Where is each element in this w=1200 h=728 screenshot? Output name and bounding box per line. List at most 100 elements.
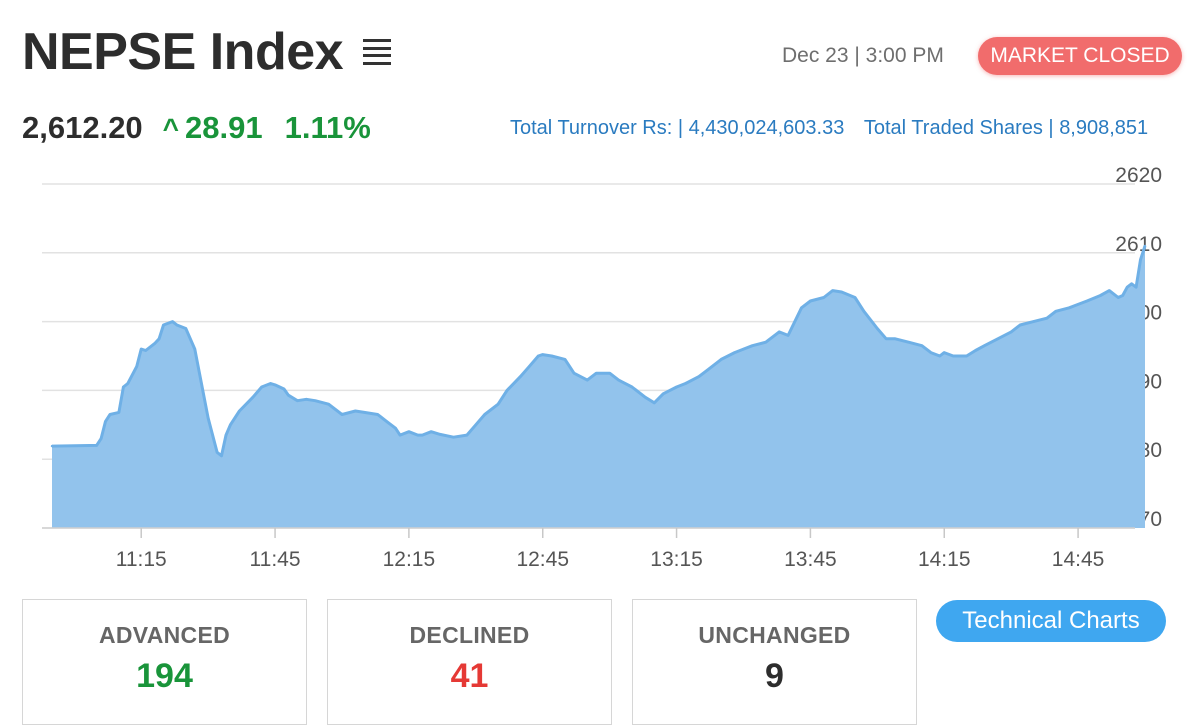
data-point-80: [822, 296, 825, 299]
change-up-icon: ^: [162, 113, 180, 144]
data-point-87: [894, 337, 897, 340]
data-point-72: [733, 351, 736, 354]
data-point-27: [273, 383, 277, 387]
data-point-51: [505, 389, 509, 392]
x-tick-label-14:45: 14:45: [1052, 548, 1105, 571]
x-tick-label-11:45: 11:45: [250, 548, 301, 571]
data-point-8: [135, 365, 138, 368]
data-point-30: [296, 399, 299, 402]
data-point-29: [287, 394, 290, 397]
data-point-33: [327, 403, 330, 406]
data-point-99: [1018, 323, 1022, 327]
stat-advanced-label: ADVANCED: [98, 622, 231, 648]
data-point-73: [742, 347, 745, 351]
x-tick-label-13:45: 13:45: [784, 548, 837, 571]
data-point-111: [1130, 282, 1133, 285]
x-tick-label-12:45: 12:45: [516, 548, 569, 571]
data-point-109: [1121, 294, 1124, 297]
data-point-28: [282, 387, 286, 391]
data-point-107: [1108, 289, 1111, 292]
data-point-20: [220, 454, 223, 457]
data-point-52: [519, 375, 522, 378]
data-point-24: [251, 396, 254, 399]
x-tick-label-14:15: 14:15: [918, 548, 971, 571]
market-totals: Total Turnover Rs: | 4,430,024,603.33 To…: [510, 117, 1148, 140]
data-point-16: [184, 327, 187, 330]
data-point-38: [385, 420, 388, 423]
data-point-65: [653, 401, 656, 404]
data-point-48: [474, 423, 477, 426]
data-point-61: [608, 372, 611, 375]
data-point-104: [1076, 303, 1080, 306]
data-point-69: [697, 375, 701, 378]
traded-shares-label: Total Traded Shares |: [863, 117, 1054, 139]
stat-unchanged-value: 9: [765, 657, 784, 695]
data-point-88: [907, 341, 910, 344]
data-point-17: [193, 347, 196, 351]
data-point-3: [104, 420, 107, 423]
data-point-45: [438, 433, 442, 436]
data-point-95: [974, 349, 977, 352]
stat-advanced: ADVANCED 194: [22, 599, 307, 725]
y-tick-label-2610: 2610: [1115, 233, 1162, 256]
data-point-41: [407, 430, 411, 433]
data-point-39: [394, 427, 397, 430]
data-point-67: [675, 385, 678, 389]
data-point-1: [95, 444, 98, 447]
data-point-9: [140, 347, 143, 351]
x-tick-label-12:15: 12:15: [383, 548, 436, 571]
data-point-76: [778, 330, 781, 334]
data-point-18: [206, 416, 210, 420]
index-area-chart: 26202610260025902580257011:1511:4512:151…: [42, 164, 1162, 571]
data-point-97: [996, 337, 999, 340]
data-point-11: [153, 342, 156, 345]
data-point-42: [416, 433, 419, 437]
data-point-22: [229, 423, 232, 426]
data-point-49: [483, 413, 486, 416]
data-point-7: [126, 382, 129, 385]
data-point-85: [876, 327, 879, 330]
turnover-label: Total Turnover Rs: |: [510, 117, 684, 139]
data-point-84: [862, 310, 866, 313]
data-point-15: [175, 323, 179, 327]
menu-icon[interactable]: [363, 39, 392, 65]
data-point-106: [1099, 294, 1102, 297]
data-point-57: [563, 358, 567, 361]
market-status-badge: MARKET CLOSED: [978, 37, 1182, 75]
data-point-12: [157, 337, 161, 340]
data-point-113: [1139, 258, 1142, 261]
y-tick-label-2620: 2620: [1115, 164, 1162, 187]
data-point-94: [965, 354, 968, 358]
data-point-32: [314, 399, 317, 402]
area-fill: [52, 245, 1145, 528]
data-point-78: [800, 306, 803, 309]
index-value: 2,612.20: [22, 110, 143, 145]
data-point-114: [1143, 244, 1147, 248]
stat-advanced-value: 194: [136, 657, 193, 695]
data-point-60: [595, 372, 598, 375]
price-summary: 2,612.20 ^ 28.91 1.11%: [22, 110, 371, 146]
technical-charts-button[interactable]: Technical Charts: [936, 600, 1166, 642]
x-tick-label-13:15: 13:15: [650, 548, 703, 571]
data-point-81: [831, 289, 834, 292]
turnover-value: 4,430,024,603.33: [688, 117, 845, 139]
stat-declined-label: DECLINED: [409, 622, 530, 648]
data-point-77: [786, 334, 790, 337]
change-value: 28.91: [185, 110, 263, 145]
stat-declined-value: 41: [450, 657, 489, 695]
data-point-25: [260, 385, 263, 389]
stat-unchanged: UNCHANGED 9: [632, 599, 917, 725]
data-point-43: [421, 433, 424, 437]
data-point-54: [537, 354, 540, 358]
data-point-101: [1045, 317, 1049, 320]
data-point-70: [706, 368, 709, 371]
data-point-19: [215, 451, 219, 454]
data-point-98: [1010, 330, 1013, 334]
data-point-100: [1032, 320, 1035, 323]
data-point-21: [224, 433, 228, 437]
data-point-56: [550, 354, 553, 358]
data-point-62: [617, 378, 620, 382]
x-tick-label-11:15: 11:15: [116, 548, 167, 571]
data-point-90: [929, 351, 933, 354]
data-point-6: [122, 385, 125, 389]
